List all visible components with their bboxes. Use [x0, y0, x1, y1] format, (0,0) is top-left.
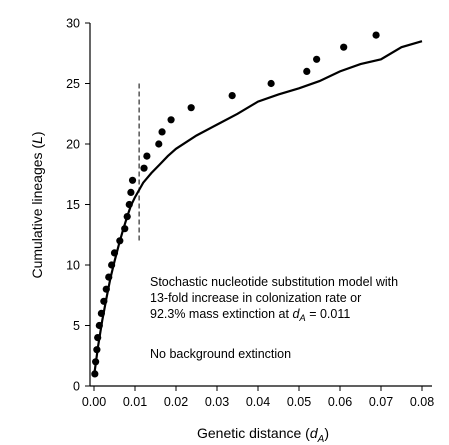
x-tick-label: 0.08: [410, 395, 434, 409]
data-point: [187, 104, 195, 112]
data-point: [121, 225, 129, 233]
x-axis-ticks: 0.00 0.01 0.02 0.03 0.04 0.05 0.06 0.07 0.08: [82, 386, 434, 409]
annotation-model-line-1: Stochastic nucleotide substitution model…: [150, 275, 398, 289]
x-tick-label: 0.01: [123, 395, 147, 409]
x-tick-label: 0.05: [287, 395, 311, 409]
y-tick-label: 15: [66, 198, 80, 212]
data-point: [95, 321, 103, 330]
y-tick-label: 30: [66, 17, 80, 31]
data-points: [91, 31, 380, 378]
y-tick-label: 10: [66, 259, 80, 273]
data-point: [143, 152, 151, 160]
data-point: [93, 346, 101, 354]
annotation-model-line-2: 13-fold increase in colonization rate or: [150, 291, 361, 305]
data-point: [303, 67, 311, 75]
data-point: [92, 358, 100, 366]
data-point: [100, 297, 108, 305]
data-point: [140, 164, 148, 172]
data-point: [123, 213, 131, 221]
data-point: [267, 79, 275, 88]
model-curve: [92, 40, 423, 377]
data-point: [116, 237, 124, 245]
annotation-extinction-note: No background extinction: [150, 347, 291, 361]
y-tick-label: 20: [66, 138, 80, 152]
data-point: [110, 249, 119, 257]
x-tick-label: 0.07: [369, 395, 393, 409]
x-axis-title: Genetic distance (dA): [197, 425, 329, 445]
data-point: [102, 285, 110, 293]
x-tick-label: 0.04: [246, 395, 270, 409]
data-point: [372, 31, 380, 39]
x-tick-label: 0.00: [82, 395, 106, 409]
data-point: [108, 261, 116, 269]
annotation-model-line-3: 92.3% mass extinction at dA = 0.011: [150, 307, 350, 324]
x-tick-label: 0.06: [328, 395, 352, 409]
x-tick-label: 0.03: [205, 395, 229, 409]
y-tick-label: 0: [73, 380, 80, 394]
y-tick-label: 25: [66, 77, 80, 91]
y-axis-title: Cumulative lineages (L): [29, 131, 45, 278]
data-point: [91, 370, 99, 378]
y-tick-label: 5: [73, 319, 80, 333]
y-axis-ticks: 0 5 10 15 20 25 30: [66, 17, 90, 394]
data-point: [313, 55, 321, 63]
data-point: [94, 334, 102, 342]
data-point: [167, 116, 175, 124]
x-tick-label: 0.02: [164, 395, 188, 409]
data-point: [340, 43, 348, 51]
data-point: [128, 176, 137, 184]
data-point: [125, 200, 133, 209]
data-point: [228, 92, 236, 100]
data-point: [127, 188, 135, 196]
data-point: [105, 273, 113, 281]
data-point: [158, 128, 166, 136]
data-point: [97, 309, 105, 317]
data-point: [155, 140, 163, 148]
